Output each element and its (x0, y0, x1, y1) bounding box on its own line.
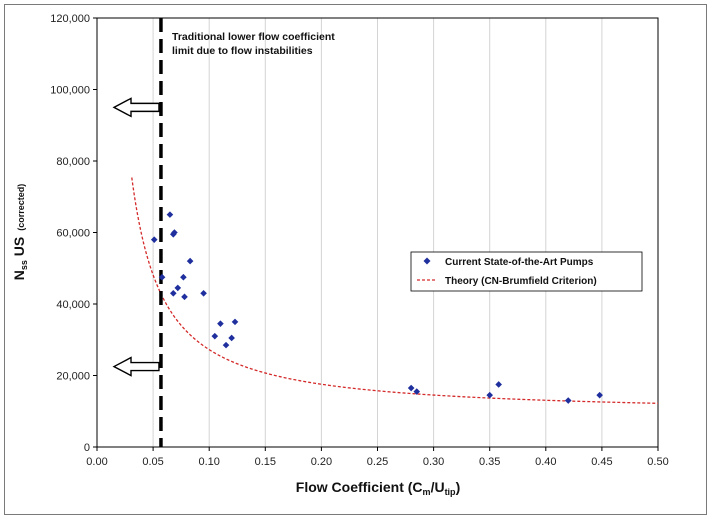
data-point (174, 284, 182, 292)
y-tick-label: 80,000 (56, 156, 90, 168)
x-tick-label: 0.05 (142, 456, 163, 468)
y-axis-ticks: 0 20,000 40,000 60,000 80,000 100,000 120,000 (50, 13, 97, 454)
grid-lines (152, 18, 603, 447)
y-axis-title-sub: ss (19, 260, 29, 270)
data-point (231, 318, 239, 326)
y-tick-label: 20,000 (56, 371, 90, 383)
y-axis-title-main: N (11, 270, 27, 280)
x-axis-title-sub2: tip (445, 487, 456, 497)
data-point (486, 391, 493, 399)
annotation-line-2: limit due to flow instabilities (172, 45, 313, 57)
x-axis-ticks: 0.00 0.05 0.10 0.15 0.20 0.25 0.30 0.35 0.40 0.45… (86, 447, 669, 468)
x-tick-label: 0.10 (198, 456, 219, 468)
data-point (158, 273, 166, 281)
x-axis-title-main: Flow Coefficient (C (296, 479, 423, 495)
data-point (413, 388, 421, 395)
data-point (169, 289, 177, 297)
y-tick-label: 120,000 (50, 13, 90, 25)
y-axis-title: Nss US (corrected) (11, 184, 29, 281)
x-axis-title-mid: /U (431, 479, 445, 495)
limit-arrow-2 (112, 356, 160, 377)
data-point (200, 289, 207, 297)
data-points-group (150, 211, 603, 404)
arrows-group (112, 97, 160, 377)
x-tick-label: 0.25 (367, 456, 388, 468)
x-tick-label: 0.00 (86, 456, 107, 468)
x-tick-label: 0.15 (255, 456, 276, 468)
legend-label-points: Current State-of-the-Art Pumps (445, 257, 594, 268)
legend-label-theory: Theory (CN-Brumfield Criterion) (445, 276, 597, 287)
y-axis-title-mid: US (11, 237, 27, 260)
data-point (495, 381, 502, 388)
data-point (181, 293, 188, 301)
legend: Current State-of-the-Art Pumps Theory (C… (410, 251, 643, 292)
data-point (564, 397, 572, 404)
data-point (211, 332, 219, 340)
y-tick-label: 0 (84, 442, 90, 454)
data-point (596, 391, 603, 399)
y-tick-label: 100,000 (50, 85, 90, 97)
limit-arrow-1 (112, 97, 160, 118)
data-point (150, 236, 158, 243)
data-point (186, 257, 194, 265)
x-tick-label: 0.20 (311, 456, 332, 468)
legend-box (410, 251, 643, 292)
y-tick-label: 40,000 (56, 299, 90, 311)
y-tick-label: 60,000 (56, 228, 90, 240)
x-axis-title-end: ) (456, 479, 461, 495)
data-point (222, 341, 230, 349)
y-axis-title-small: (corrected) (16, 184, 26, 231)
data-point (217, 320, 224, 327)
x-tick-label: 0.30 (423, 456, 444, 468)
annotation-line-1: Traditional lower flow coefficient (172, 31, 335, 43)
x-tick-label: 0.45 (591, 456, 612, 468)
x-tick-label: 0.35 (479, 456, 500, 468)
data-point (166, 211, 174, 218)
data-point (228, 334, 235, 342)
legend-marker-points (423, 257, 431, 265)
x-tick-label: 0.40 (535, 456, 556, 468)
data-point (180, 273, 187, 281)
x-tick-label: 0.50 (647, 456, 668, 468)
x-axis-title: Flow Coefficient (Cm/Utip) (296, 479, 460, 497)
x-axis-title-sub1: m (423, 487, 431, 497)
data-point (171, 229, 178, 236)
data-point (407, 384, 415, 392)
